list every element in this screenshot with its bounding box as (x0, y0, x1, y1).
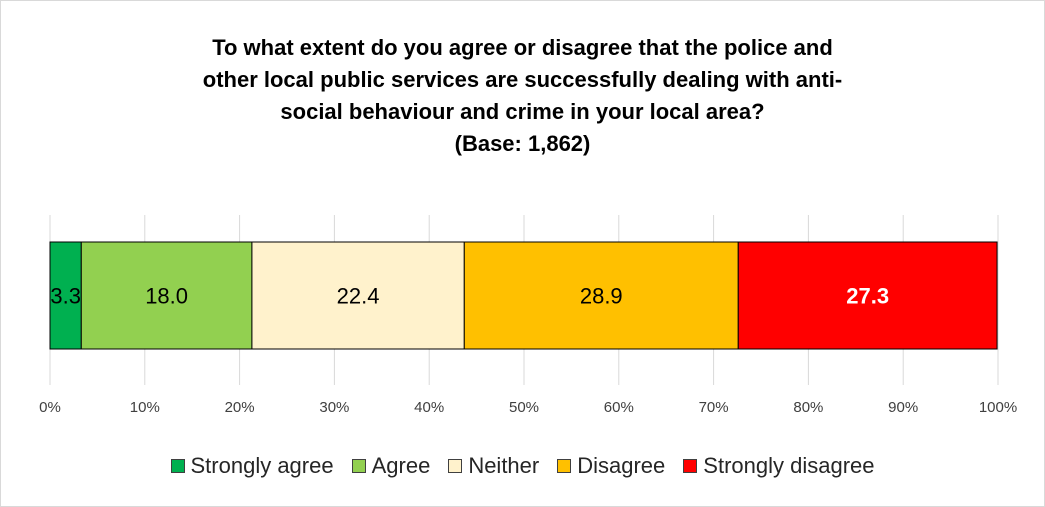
x-axis-ticks: 0% 10% 20% 30% 40% 50% 60% 70% 80% 90% 100% (39, 399, 1017, 416)
x-tick-label: 10% (130, 399, 160, 416)
legend-swatch-strongly-disagree (683, 459, 698, 473)
x-tick-label: 90% (888, 399, 918, 416)
data-label-agree: 18.0 (145, 284, 188, 309)
legend: Strongly agree Agree Neither Disagree St… (0, 453, 1045, 479)
x-tick-label: 20% (225, 399, 255, 416)
x-tick-label: 60% (604, 399, 634, 416)
legend-label-agree: Agree (371, 453, 431, 478)
legend-swatch-strongly-agree (170, 459, 185, 473)
legend-label-strongly-agree: Strongly agree (190, 453, 334, 478)
x-tick-label: 30% (319, 399, 349, 416)
bar-segments (49, 241, 998, 350)
data-label-neither: 22.4 (337, 284, 380, 309)
legend-swatch-neither (448, 459, 463, 473)
legend-swatch-agree (351, 459, 366, 473)
legend-label-strongly-disagree: Strongly disagree (703, 453, 875, 478)
chart-title: To what extent do you agree or disagree … (60, 32, 985, 160)
legend-label-disagree: Disagree (577, 453, 666, 478)
chart-title-line-1: To what extent do you agree or disagree … (212, 35, 833, 60)
bar-segment-agree (80, 241, 253, 350)
x-tick-label: 70% (699, 399, 729, 416)
legend-item-agree: Agree (351, 453, 431, 479)
chart-title-line-4: (Base: 1,862) (454, 131, 591, 156)
legend-item-neither: Neither (448, 453, 539, 479)
legend-swatch-disagree (557, 459, 572, 473)
x-tick-label: 100% (979, 399, 1017, 416)
legend-item-strongly-disagree: Strongly disagree (683, 453, 875, 479)
x-tick-label: 0% (39, 399, 61, 416)
bar-segment-strongly-agree (49, 241, 82, 350)
legend-item-strongly-agree: Strongly agree (170, 453, 334, 479)
data-label-strongly-agree: 3.3 (50, 284, 81, 309)
legend-label-neither: Neither (468, 453, 540, 478)
data-label-strongly-disagree: 27.3 (846, 284, 889, 309)
x-tick-label: 40% (414, 399, 444, 416)
data-labels: 3.3 18.0 22.4 28.9 27.3 (50, 284, 889, 309)
x-tick-label: 80% (793, 399, 823, 416)
chart-title-line-3: social behaviour and crime in your local… (280, 99, 765, 124)
bar-segment-neither (251, 241, 465, 350)
legend-item-disagree: Disagree (557, 453, 665, 479)
x-tick-label: 50% (509, 399, 539, 416)
chart-title-line-2: other local public services are successf… (202, 67, 843, 92)
data-label-disagree: 28.9 (580, 284, 623, 309)
bar-segment-strongly-disagree (737, 241, 998, 350)
bar-segment-disagree (463, 241, 739, 350)
